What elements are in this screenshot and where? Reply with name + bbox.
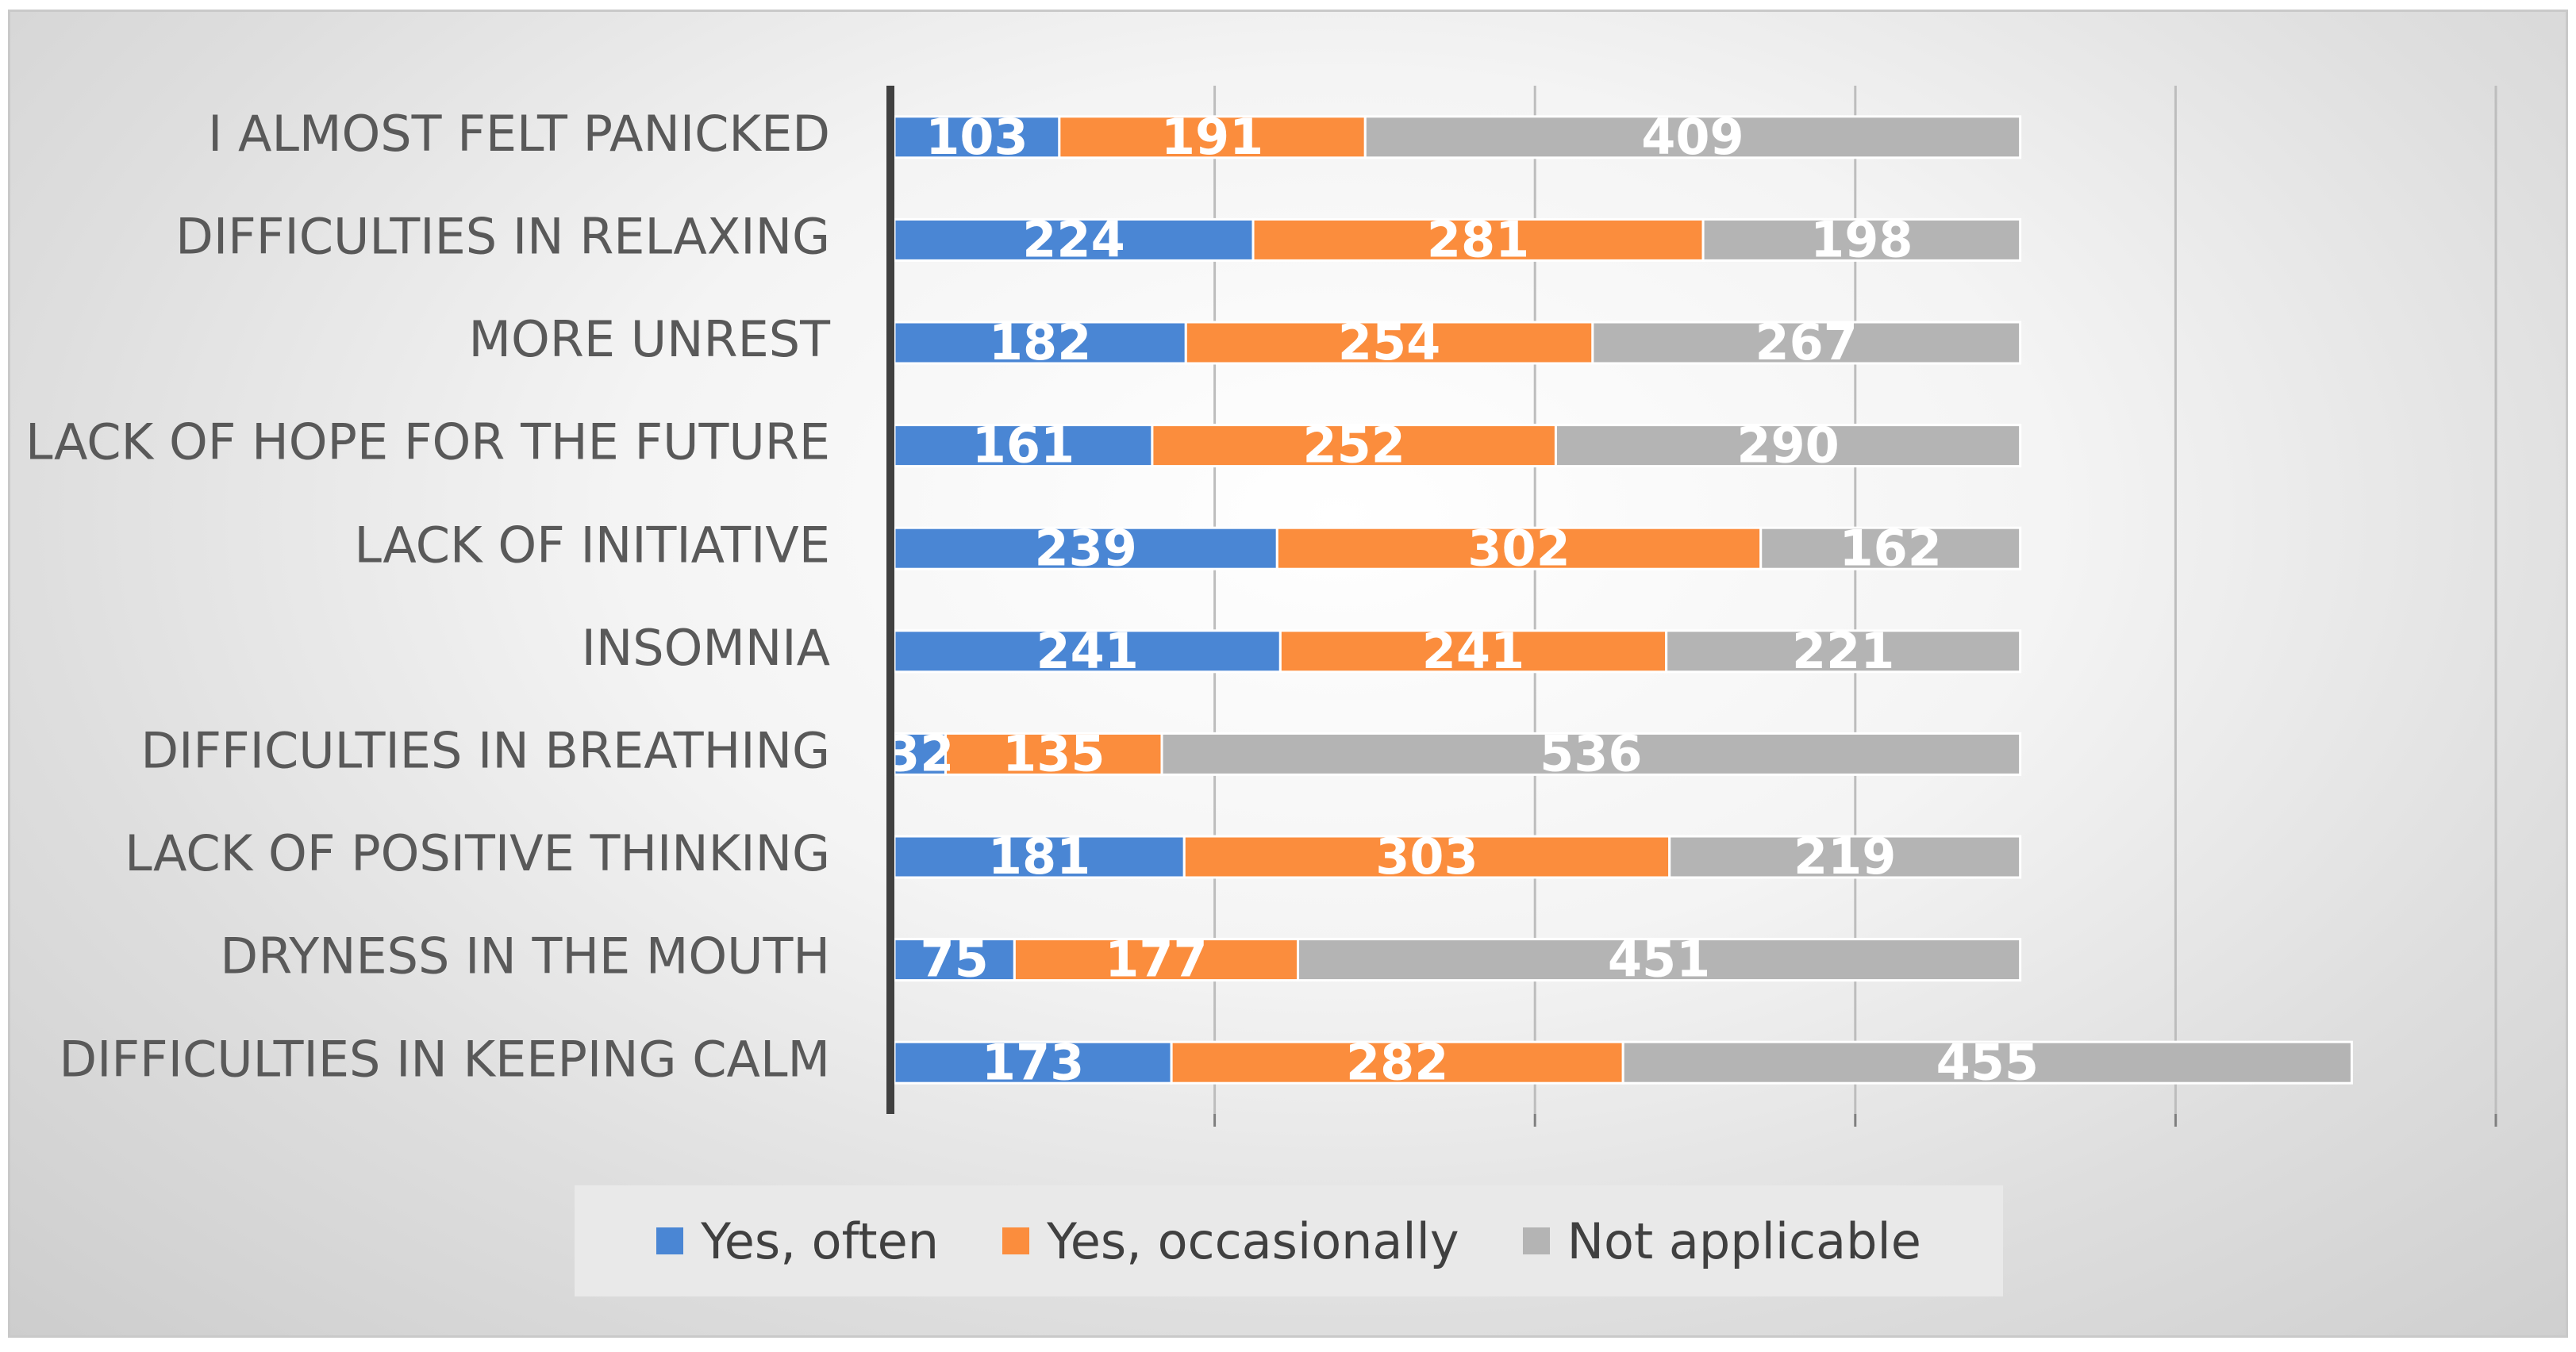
data-label: 241 (1036, 622, 1138, 680)
data-label: 281 (1427, 210, 1529, 268)
bar-segment (893, 424, 1154, 468)
bar-segment (893, 526, 1278, 570)
category-label: DRYNESS IN THE MOUTH (220, 928, 830, 985)
category-label: I ALMOST FELT PANICKED (208, 105, 830, 163)
bar-segment (1160, 732, 2022, 776)
legend-swatch-yes-occasionally (1002, 1227, 1030, 1254)
bar-segment (1554, 424, 2022, 468)
data-label: 455 (1936, 1033, 2039, 1091)
bar-segment (1701, 217, 2022, 262)
data-label: 252 (1302, 417, 1405, 474)
data-label: 75 (921, 931, 989, 989)
data-label: 162 (1839, 519, 1941, 577)
legend-swatch-yes-often (656, 1227, 684, 1254)
legend-label-yes-occasionally: Yes, occasionally (1047, 1212, 1459, 1270)
data-label: 191 (1161, 108, 1263, 166)
category-label: DIFFICULTIES IN KEEPING CALM (59, 1030, 830, 1088)
data-label: 303 (1375, 828, 1478, 885)
data-label: 302 (1467, 519, 1570, 577)
data-label: 219 (1794, 828, 1896, 885)
bar-segment (893, 321, 1187, 365)
category-label: DIFFICULTIES IN BREATHING (140, 721, 830, 779)
bar-segment (1058, 115, 1367, 159)
bar-segment (1621, 1040, 2353, 1085)
bar-segment (1665, 629, 2022, 674)
legend: Yes, often Yes, occasionally Not applica… (575, 1185, 2003, 1296)
category-label: LACK OF INITIATIVE (354, 516, 830, 574)
bar-segment (1759, 526, 2022, 570)
bar-segment (1591, 321, 2022, 365)
legend-item-yes-occasionally: Yes, occasionally (1002, 1212, 1459, 1270)
data-label: 161 (972, 417, 1075, 474)
legend-item-yes-often: Yes, often (656, 1212, 939, 1270)
data-label: 182 (989, 313, 1091, 371)
data-label: 282 (1346, 1033, 1448, 1091)
data-label: 409 (1641, 108, 1744, 166)
category-label: DIFFICULTIES IN RELAXING (175, 207, 830, 265)
bar-segment (1184, 321, 1594, 365)
data-label: 135 (1002, 724, 1105, 782)
bar-segment (1363, 115, 2022, 159)
data-label: 224 (1022, 210, 1125, 268)
bar-segment (1013, 938, 1300, 982)
data-label: 177 (1105, 931, 1207, 989)
data-label: 267 (1755, 313, 1858, 371)
bar-segment (1182, 835, 1671, 879)
category-label: MORE UNREST (469, 310, 832, 368)
bar-segment (1251, 217, 1705, 262)
category-label: LACK OF HOPE FOR THE FUTURE (25, 413, 830, 471)
legend-label-not-applicable: Not applicable (1567, 1212, 1921, 1270)
bar-segment (944, 732, 1163, 776)
data-label: 451 (1608, 931, 1710, 989)
data-label: 221 (1792, 622, 1894, 680)
legend-item-not-applicable: Not applicable (1522, 1212, 1921, 1270)
data-label: 536 (1540, 724, 1642, 782)
data-label: 103 (925, 108, 1028, 166)
bars (893, 115, 2353, 1085)
bar-segment (893, 629, 1282, 674)
data-labels: 103 191 409 224 281 198 182 254 267 161 252 290 239 3… (886, 108, 2039, 1091)
data-label: 198 (1810, 210, 1913, 268)
legend-label-yes-often: Yes, often (701, 1212, 940, 1270)
category-label: INSOMNIA (582, 619, 830, 677)
bar-segment (893, 938, 1016, 982)
legend-swatch-not-applicable (1522, 1227, 1550, 1254)
data-label: 32 (886, 724, 954, 782)
bar-segment (1275, 526, 1763, 570)
bar-segment (1278, 629, 1668, 674)
data-label: 173 (982, 1033, 1084, 1091)
data-label: 241 (1422, 622, 1524, 680)
category-label: LACK OF POSITIVE THINKING (125, 824, 830, 882)
data-label: 254 (1338, 313, 1440, 371)
category-labels: I ALMOST FELT PANICKED DIFFICULTIES IN RE… (25, 105, 831, 1088)
data-label: 181 (988, 828, 1090, 885)
bar-segment (1668, 835, 2022, 879)
bar-segment (1297, 938, 2022, 982)
data-label: 239 (1034, 519, 1136, 577)
bar-segment (1170, 1040, 1624, 1085)
data-label: 290 (1736, 417, 1839, 474)
